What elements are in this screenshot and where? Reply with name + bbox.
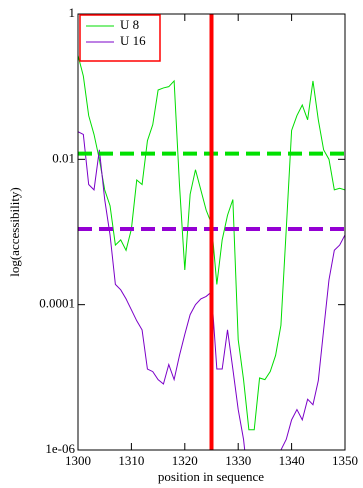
y-tick-label: 1 <box>69 5 76 20</box>
x-tick-label: 1320 <box>172 453 198 468</box>
legend-box <box>79 14 161 62</box>
x-tick-label: 1350 <box>332 453 358 468</box>
x-tick-label: 1340 <box>279 453 305 468</box>
legend-label: U 16 <box>120 33 146 48</box>
x-tick-label: 1300 <box>65 453 91 468</box>
x-tick-label: 1310 <box>118 453 144 468</box>
y-axis-label: log(accessibility) <box>7 187 22 277</box>
plot-area <box>78 14 345 450</box>
y-tick-label: 1e-06 <box>45 441 75 456</box>
x-axis-label: position in sequence <box>158 469 264 484</box>
legend-label: U 8 <box>120 17 139 32</box>
y-tick-label: 0.01 <box>52 150 75 165</box>
x-tick-label: 1330 <box>225 453 251 468</box>
y-tick-label: 0.0001 <box>39 296 75 311</box>
plot-frame <box>77 13 346 451</box>
